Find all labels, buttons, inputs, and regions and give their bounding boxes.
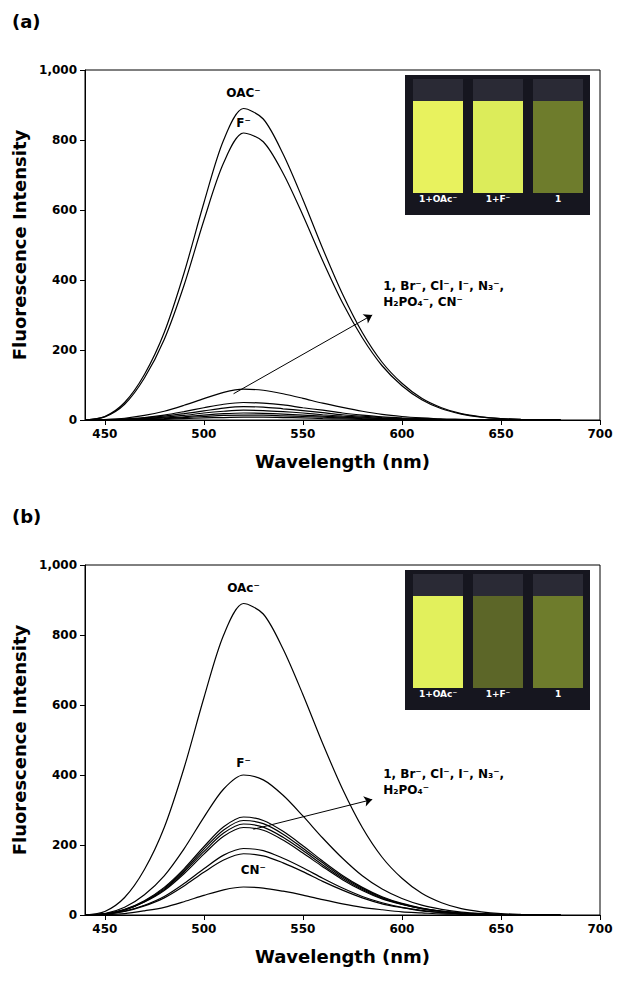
- svg-text:OAC⁻: OAC⁻: [226, 86, 260, 100]
- svg-text:600: 600: [52, 203, 77, 217]
- svg-text:1: 1: [555, 194, 561, 204]
- svg-text:200: 200: [52, 343, 77, 357]
- svg-text:F⁻: F⁻: [236, 756, 251, 770]
- svg-text:Wavelength (nm): Wavelength (nm): [255, 946, 430, 967]
- svg-text:Wavelength (nm): Wavelength (nm): [255, 451, 430, 472]
- svg-text:CN⁻: CN⁻: [241, 863, 266, 877]
- svg-text:800: 800: [52, 628, 77, 642]
- svg-text:500: 500: [191, 922, 216, 936]
- svg-text:400: 400: [52, 768, 77, 782]
- svg-text:1: 1: [555, 689, 561, 699]
- svg-text:550: 550: [290, 922, 315, 936]
- svg-text:0: 0: [69, 413, 77, 427]
- svg-text:1+F⁻: 1+F⁻: [486, 689, 511, 699]
- svg-text:1+OAc⁻: 1+OAc⁻: [419, 689, 458, 699]
- svg-text:H₂PO₄⁻, CN⁻: H₂PO₄⁻, CN⁻: [383, 295, 463, 309]
- svg-text:1, Br⁻, Cl⁻, I⁻, N₃⁻,: 1, Br⁻, Cl⁻, I⁻, N₃⁻,: [383, 767, 504, 781]
- svg-text:650: 650: [488, 427, 513, 441]
- svg-text:1+OAc⁻: 1+OAc⁻: [419, 194, 458, 204]
- svg-text:1+F⁻: 1+F⁻: [486, 194, 511, 204]
- svg-text:OAc⁻: OAc⁻: [227, 581, 260, 595]
- svg-text:450: 450: [92, 427, 117, 441]
- svg-text:550: 550: [290, 427, 315, 441]
- svg-text:0: 0: [69, 908, 77, 922]
- svg-text:F⁻: F⁻: [236, 116, 251, 130]
- svg-text:700: 700: [587, 922, 612, 936]
- svg-text:Fluorescence Intensity: Fluorescence Intensity: [9, 129, 30, 360]
- svg-text:800: 800: [52, 133, 77, 147]
- svg-text:600: 600: [52, 698, 77, 712]
- svg-text:1, Br⁻, Cl⁻, I⁻, N₃⁻,: 1, Br⁻, Cl⁻, I⁻, N₃⁻,: [383, 279, 504, 293]
- svg-text:700: 700: [587, 427, 612, 441]
- svg-text:650: 650: [488, 922, 513, 936]
- svg-text:200: 200: [52, 838, 77, 852]
- svg-text:(a): (a): [12, 11, 41, 32]
- svg-text:450: 450: [92, 922, 117, 936]
- svg-text:1,000: 1,000: [39, 558, 77, 572]
- svg-text:600: 600: [389, 427, 414, 441]
- svg-text:(b): (b): [12, 506, 41, 527]
- svg-text:H₂PO₄⁻: H₂PO₄⁻: [383, 783, 429, 797]
- svg-text:500: 500: [191, 427, 216, 441]
- svg-text:Fluorescence Intensity: Fluorescence Intensity: [9, 624, 30, 855]
- svg-text:400: 400: [52, 273, 77, 287]
- svg-text:600: 600: [389, 922, 414, 936]
- svg-text:1,000: 1,000: [39, 63, 77, 77]
